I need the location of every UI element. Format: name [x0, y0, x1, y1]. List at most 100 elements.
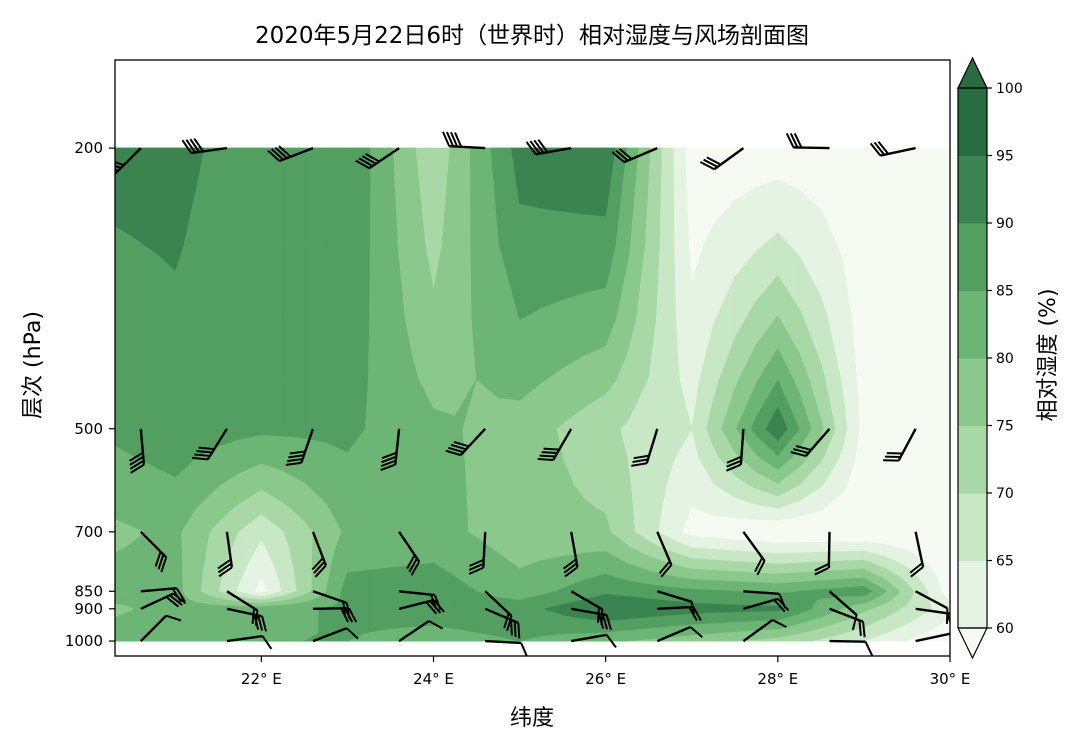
wind-barb-staff — [827, 531, 831, 568]
colorbar-segment — [958, 560, 987, 629]
colorbar-segment — [958, 358, 987, 426]
wind-barb-feather — [115, 159, 125, 167]
wind-barb-feather — [703, 158, 718, 168]
wind-barb-feather — [873, 141, 886, 156]
colorbar-tick-label: 100 — [996, 81, 1023, 97]
wind-barb-staff — [484, 607, 519, 624]
wind-barb-staff — [915, 590, 948, 610]
wind-barb-feather — [348, 607, 358, 623]
wind-barb — [398, 619, 444, 643]
wind-barb-feather — [814, 562, 830, 572]
wind-barb-feather — [726, 455, 742, 464]
wind-barb — [909, 531, 925, 578]
wind-barb-feather — [344, 607, 354, 623]
wind-barb-staff — [570, 590, 603, 611]
rh-contours — [115, 147, 950, 642]
wind-barb-feather — [509, 619, 513, 636]
wind-barb — [742, 531, 766, 576]
wind-barb-staff — [484, 590, 513, 617]
colorbar: 60 65 70 75 80 85 90 95 100 — [957, 56, 1023, 660]
wind-barb — [484, 607, 521, 639]
wind-barb-staff — [743, 597, 779, 610]
wind-barb-staff — [312, 627, 348, 643]
wind-barb-feather — [525, 141, 537, 155]
wind-barb-feather — [446, 131, 455, 147]
wind-barb-feather — [529, 140, 541, 155]
wind-barb — [570, 633, 617, 649]
wind-barb — [828, 590, 858, 631]
wind-barb-feather — [218, 566, 233, 578]
x-axis-label: 纬度 — [510, 706, 554, 731]
wind-barb-staff — [829, 607, 864, 623]
wind-barb — [869, 141, 916, 157]
y-axis-label: 层次 (hPa) — [21, 311, 46, 419]
wind-barb-feather — [858, 620, 862, 636]
wind-barb-feather — [951, 632, 961, 647]
wind-barb — [380, 428, 401, 472]
wind-barb-staff — [897, 428, 917, 462]
wind-barb — [267, 145, 314, 163]
wind-barb-feather — [425, 601, 438, 615]
wind-barb — [699, 147, 745, 171]
wind-barb-feather — [883, 459, 899, 462]
colorbar-tick-label: 80 — [996, 351, 1014, 367]
wind-barb-feather — [864, 641, 874, 656]
wind-barb-feather — [660, 564, 673, 578]
wind-barb-feather — [129, 455, 144, 466]
wind-barb-feather — [340, 607, 350, 623]
wind-barb-feather — [192, 456, 208, 461]
wind-barb — [139, 614, 182, 642]
x-tick-label: 30° E — [930, 670, 971, 688]
colorbar-tick-label: 70 — [996, 486, 1014, 502]
wind-barb-staff — [394, 428, 401, 465]
wind-barb-feather — [601, 614, 609, 630]
x-tick-label: 24° E — [413, 670, 454, 688]
wind-barb-feather — [194, 453, 211, 457]
wind-barb-feather — [169, 594, 183, 606]
wind-barb-feather — [115, 162, 122, 169]
wind-barb-feather — [448, 446, 464, 454]
wind-barb-feather — [611, 151, 625, 163]
wind-barb-staff — [656, 590, 693, 603]
wind-barb-feather — [777, 598, 790, 612]
wind-barb-feather — [790, 451, 807, 457]
wind-barb-feather — [442, 131, 451, 147]
wind-barb-staff — [226, 607, 263, 618]
wind-barb — [814, 531, 831, 576]
wind-barb — [226, 607, 268, 632]
wind-barb-feather — [154, 551, 162, 567]
wind-barb-feather — [869, 142, 882, 157]
y-tick-label: 700 — [74, 523, 103, 541]
wind-barb-feather — [380, 459, 397, 468]
wind-barb — [570, 607, 613, 631]
wind-barb-feather — [468, 562, 484, 571]
wind-barb-staff — [713, 147, 745, 171]
wind-barb-feather — [433, 599, 445, 613]
wind-barb-staff — [482, 531, 487, 568]
wind-barb-feather — [520, 642, 529, 656]
wind-barb — [285, 428, 315, 466]
wind-barb-feather — [189, 138, 200, 153]
wind-barb — [883, 428, 917, 462]
wind-barb — [445, 427, 487, 457]
wind-barb-staff — [915, 607, 950, 615]
wind-barb-feather — [288, 454, 305, 459]
wind-barb-feather — [172, 592, 187, 605]
colorbar-tick-label: 85 — [996, 284, 1014, 300]
wind-barb — [562, 531, 579, 578]
wind-barb — [631, 428, 659, 467]
wind-barb-feather — [773, 599, 786, 613]
wind-barb-feather — [286, 458, 303, 463]
wind-barb-staff — [225, 531, 234, 568]
wind-barb-staff — [226, 590, 259, 612]
wind-barb-staff — [656, 531, 673, 566]
colorbar-segment — [958, 425, 987, 494]
wind-barb-feather — [726, 463, 742, 472]
wind-barb-feather — [597, 613, 605, 629]
wind-barb-feather — [909, 562, 923, 574]
wind-barb-feather — [217, 562, 232, 574]
wind-barb-feather — [428, 620, 444, 630]
plot-area — [114, 59, 961, 657]
wind-barb — [311, 531, 328, 578]
wind-barb — [829, 639, 874, 656]
